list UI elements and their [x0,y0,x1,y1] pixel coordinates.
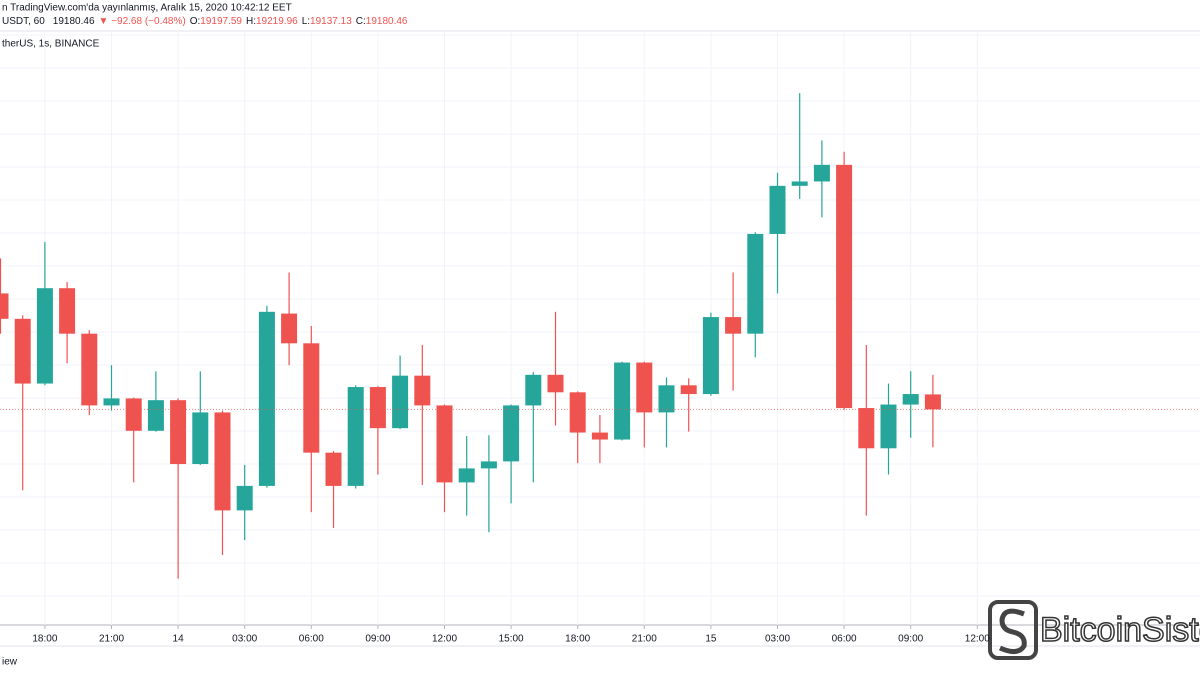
footer: iew [2,657,18,668]
candle-body [281,313,298,344]
candle-body [858,408,875,449]
candle-body [902,394,919,405]
ohlc-value: 19197.59 [200,16,242,27]
candle-body [747,233,764,334]
candle-body [836,164,853,409]
x-tick-label: 06:00 [299,634,324,645]
candle-body [414,375,431,406]
candle-body [591,432,608,440]
candle-body [547,374,564,393]
candle-body [924,394,941,410]
exchange-line: therUS, 1s, BINANCE [2,39,100,50]
candle-body [769,185,786,234]
ohlc-label: C: [356,16,366,27]
watermark-logo-s [998,608,1027,654]
candle-body [458,468,475,483]
ohlc-value: 19180.46 [366,16,408,27]
candle-body [81,333,98,406]
candle-body [170,400,187,465]
candle-body [103,398,120,406]
candle-body [192,412,209,465]
candle-body [125,398,142,431]
x-tick-label: 03:00 [232,634,257,645]
last-price: 19180.46 [53,16,95,27]
candle-body [680,385,697,395]
candle-body [813,164,830,182]
x-tick-label: 12:00 [432,634,457,645]
x-tick-label: 14 [173,634,185,645]
legend-line: USDT, 60 19180.46 ▼ −92.68 (−0.48%) O:19197… [2,16,408,27]
candle-body [525,374,542,406]
candle-body [0,293,9,319]
x-tick-label: 06:00 [832,634,857,645]
candle-body [569,392,586,433]
candle-body [214,412,231,511]
candle-body [347,387,364,486]
ohlc-value: 19137.13 [310,16,352,27]
candle-body [36,288,53,384]
candle-body [369,387,386,429]
candle-body [480,461,497,469]
symbol: USDT, 60 [2,16,45,27]
ohlc-label: L: [302,16,310,27]
grid [0,31,1200,625]
x-tick-label: 09:00 [898,634,923,645]
ohlc-label: O: [190,16,201,27]
watermark-logo [988,600,1038,660]
source-note: n TradingView.com'da yayınlanmış, Aralık… [2,3,292,14]
x-tick-label: 21:00 [99,634,124,645]
x-tick-label: 03:00 [765,634,790,645]
candle-body [392,375,409,429]
candle-body [658,385,675,413]
candle-body [702,317,719,395]
x-tick-label: 21:00 [632,634,657,645]
candle-body [880,404,897,449]
candle-body [636,362,653,413]
candle-body [791,181,808,186]
candle-body [236,485,253,511]
change: ▼ −92.68 (−0.48%) [99,16,186,27]
candle-body [258,311,275,486]
candle-body [436,405,453,483]
x-tick-label: 18:00 [565,634,590,645]
candle-body [59,288,76,334]
x-tick-label: 12:00 [965,634,990,645]
x-tick-label: 15 [705,634,717,645]
candle-body [147,400,164,431]
watermark: BitcoinSisto [988,600,1200,660]
x-tick-label: 09:00 [365,634,390,645]
candle-body [725,317,742,334]
candle-body [325,452,342,486]
candles [0,93,1200,579]
watermark-text: BitcoinSisto [1040,611,1200,649]
candle-body [303,343,320,453]
x-tick-label: 18:00 [32,634,57,645]
x-tick-label: 15:00 [499,634,524,645]
candle-body [503,405,520,462]
ohlc-value: 19219.96 [256,16,298,27]
ohlc-label: H: [246,16,256,27]
candle-body [614,362,631,440]
candle-body [14,318,31,384]
